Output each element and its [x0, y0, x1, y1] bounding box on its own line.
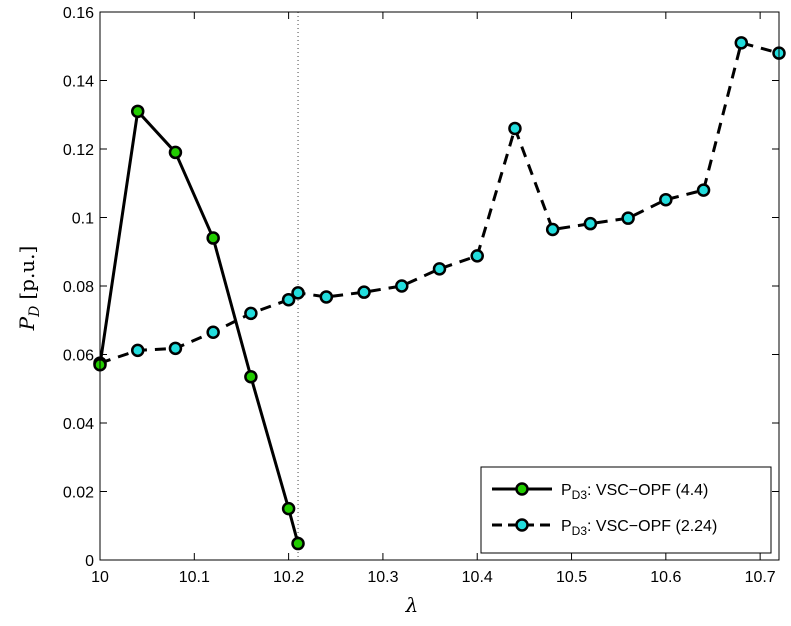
series-2-point [432, 262, 447, 276]
series-2-point [291, 286, 305, 300]
series-2-point [244, 306, 258, 321]
series-markers-layer [93, 36, 786, 551]
legend-entry-series-1-main: P [561, 482, 572, 499]
x-tick-label: 10.7 [745, 569, 776, 586]
series-1-point [206, 231, 220, 245]
x-tick-label: 10.3 [367, 569, 398, 586]
x-tick-label: 10.1 [179, 569, 210, 586]
legend: PD3: VSC−OPF (4.4) PD3: VSC−OPF (2.24) [480, 466, 772, 554]
y-tick-label: 0.16 [63, 5, 94, 22]
series-1-point [281, 501, 296, 516]
y-tick-label: 0 [85, 553, 94, 570]
series-2-point [696, 183, 711, 197]
x-tick-label: 10.6 [650, 569, 681, 586]
series-2-point [168, 341, 183, 356]
x-tick-label: 10.4 [462, 569, 493, 586]
series-2-point [130, 343, 145, 358]
series-2-point [395, 279, 409, 293]
legend-entry-series-1: PD3: VSC−OPF (4.4) [561, 482, 708, 502]
svg-text:PD[p.u.]: PD [p.u.] [15, 246, 43, 332]
series-2-point [659, 192, 673, 207]
series-2-point [583, 216, 598, 231]
series-line-1 [98, 109, 300, 544]
y-tick-label: 0.02 [63, 485, 94, 502]
y-tick-label: 0.06 [63, 348, 94, 365]
x-tick-label: 10.2 [273, 569, 304, 586]
y-tick-label: 0.04 [63, 416, 94, 433]
series-1-point [244, 370, 258, 384]
legend-marker-series-1 [515, 482, 529, 496]
legend-marker-series-2 [515, 518, 529, 532]
series-1-point [130, 104, 145, 119]
series-2-point [470, 249, 484, 263]
series-2-point [621, 211, 635, 225]
legend-entry-series-2-sub: D3 [572, 524, 588, 538]
x-axis-label: λ [405, 593, 419, 617]
series-2-point [508, 121, 522, 136]
legend-entry-series-1-rest: : VSC−OPF (4.4) [587, 482, 708, 499]
x-tick-label: 10.5 [556, 569, 587, 586]
series-2-point [357, 285, 371, 299]
series-1-point [291, 536, 305, 551]
series-line-2 [99, 41, 780, 365]
y-axis-label-sub: D [27, 306, 43, 318]
series-1-point [168, 145, 183, 160]
series-2-point [734, 36, 749, 50]
tick-labels-layer: 10 10.1 10.2 10.3 10.4 10.5 10.6 10.7 0 0.02 0.04 0… [63, 5, 776, 586]
y-axis-label-unit: [p.u.] [15, 246, 39, 300]
legend-entry-series-2: PD3: VSC−OPF (2.24) [561, 518, 717, 538]
y-axis-label: PD [p.u.] [15, 246, 43, 332]
series-2-point [319, 290, 334, 304]
series-2-point [545, 222, 560, 237]
legend-entry-series-2-rest: : VSC−OPF (2.24) [587, 518, 717, 535]
x-tick-label: 10 [91, 569, 109, 586]
series-2-point [206, 325, 220, 339]
y-tick-label: 0.1 [72, 211, 94, 228]
legend-entry-series-2-main: P [561, 518, 572, 535]
legend-box [480, 466, 772, 554]
y-tick-label: 0.12 [63, 142, 94, 159]
plot-area-frame [99, 11, 780, 561]
y-axis-label-main: P [15, 316, 39, 331]
series-2-point [281, 292, 296, 307]
legend-entry-series-1-sub: D3 [572, 488, 588, 502]
y-tick-label: 0.08 [63, 279, 94, 296]
y-tick-label: 0.14 [63, 74, 94, 91]
